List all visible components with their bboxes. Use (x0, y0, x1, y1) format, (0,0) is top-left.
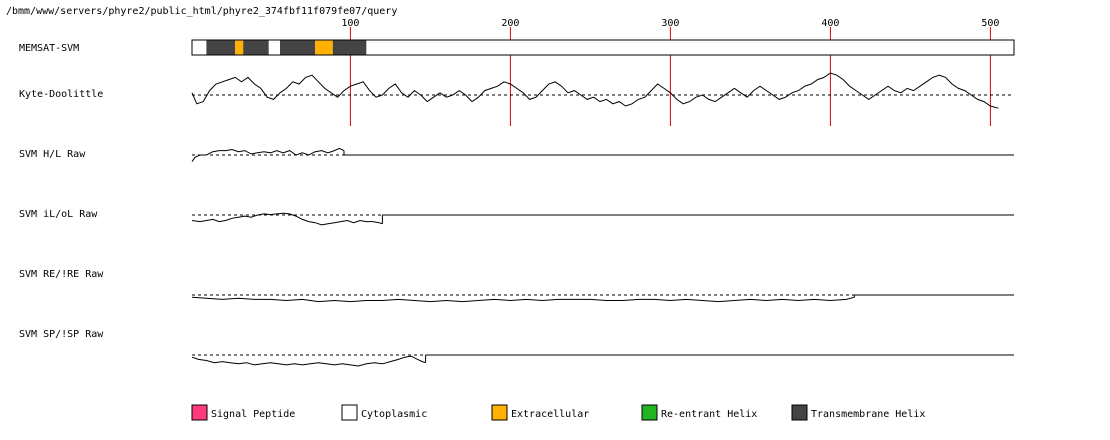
memsat-segment-transmembrane (243, 40, 269, 55)
memsat-segment-cytoplasmic (366, 40, 1010, 55)
legend-swatch-reentrant (641, 404, 658, 421)
track-label-svm-re-re-raw: SVM RE/!RE Raw (19, 269, 104, 280)
track-label-kyte-doolittle: Kyte-Doolittle (19, 89, 103, 100)
track-label-memsat: MEMSAT-SVM (19, 43, 79, 54)
marker-lines: 100 200 300 400 500 (341, 18, 999, 126)
tick-label-100: 100 (341, 18, 359, 29)
trace-svm-h-l-raw (191, 147, 345, 162)
legend-label-signal: Signal Peptide (211, 409, 295, 420)
legend-label-extracellular: Extracellular (511, 409, 589, 420)
trace-svm-il-ol-raw (191, 212, 383, 226)
trace-svm-re-re-raw (191, 296, 855, 303)
legend-swatch-signal (191, 404, 208, 421)
track-labels: MEMSAT-SVM Kyte-Doolittle SVM H/L Raw SVM i… (19, 43, 104, 340)
memsat-segment-transmembrane (206, 40, 236, 55)
tick-label-500: 500 (981, 18, 999, 29)
memsat-segment-cytoplasmic (192, 40, 207, 55)
tick-label-300: 300 (661, 18, 679, 29)
track-traces (191, 72, 1014, 367)
memsat-segment-transmembrane (280, 40, 316, 55)
track-label-svm-h-l-raw: SVM H/L Raw (19, 149, 86, 160)
track-label-svm-il-ol-raw: SVM iL/oL Raw (19, 209, 98, 220)
trace-kyte-doolittle (191, 72, 999, 109)
trace-svm-sp-sp-raw (191, 355, 426, 367)
legend-label-reentrant: Re-entrant Helix (661, 409, 757, 420)
legend-swatch-extracellular (491, 404, 508, 421)
query-path: /bmm/www/servers/phyre2/public_html/phyr… (6, 6, 397, 17)
memsat-segment-extracellular (315, 40, 333, 55)
memsat-segment-cytoplasmic (268, 40, 280, 55)
legend-swatch-transmembrane (791, 404, 808, 421)
memsat-bar (191, 39, 1015, 56)
tick-label-200: 200 (501, 18, 519, 29)
memsat-bar-outline (191, 39, 1015, 56)
legend: Signal Peptide Cytoplasmic Extracellular Re… (191, 404, 925, 421)
legend-swatch-cytoplasmic (341, 404, 358, 421)
legend-label-transmembrane: Transmembrane Helix (811, 409, 925, 420)
track-label-svm-sp-sp-raw: SVM SP/!SP Raw (19, 329, 104, 340)
memsat-segment-transmembrane (332, 40, 367, 55)
memsat-segment-extracellular (235, 40, 244, 55)
tick-label-400: 400 (821, 18, 839, 29)
legend-label-cytoplasmic: Cytoplasmic (361, 409, 427, 420)
